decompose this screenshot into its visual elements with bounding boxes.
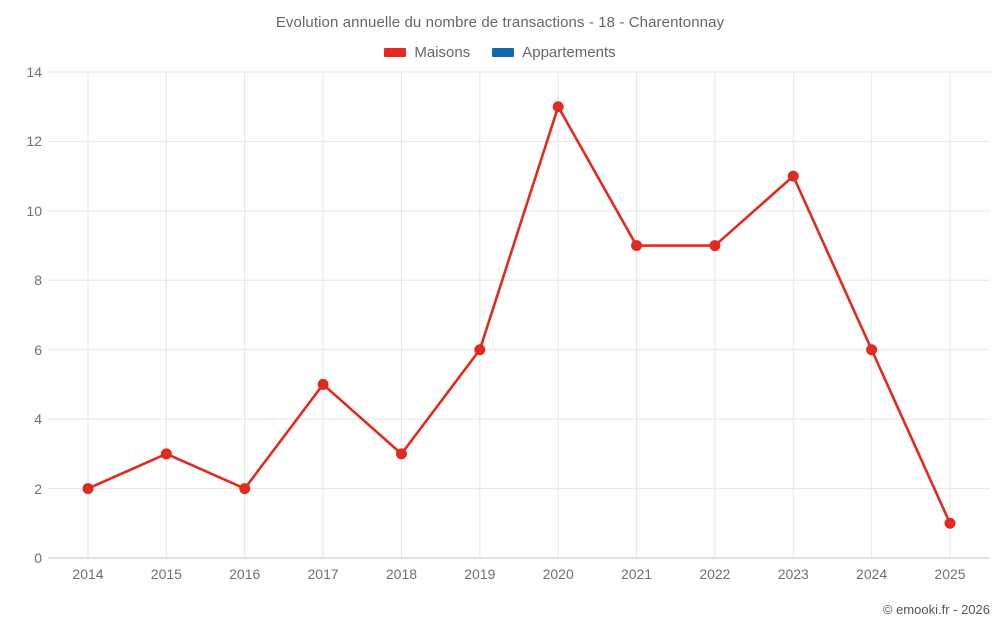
y-axis-tick-label: 4 [34, 411, 42, 428]
series-lines [86, 105, 952, 525]
legend-label-appartements: Appartements [522, 44, 616, 61]
y-axis-tick-label: 2 [34, 480, 42, 497]
x-axis-tick-label: 2024 [856, 566, 888, 582]
x-axis-tick-label: 2014 [72, 566, 104, 582]
data-point-maisons[interactable] [474, 344, 486, 356]
data-point-maisons[interactable] [395, 448, 407, 460]
x-axis-tick-label: 2016 [229, 566, 261, 582]
chart-title: Evolution annuelle du nombre de transact… [275, 14, 725, 31]
copyright-footer: © emooki.fr - 2026 [882, 602, 990, 617]
data-point-maisons[interactable] [631, 240, 643, 252]
x-axis-tick-label: 2019 [464, 566, 496, 582]
y-axis-tick-labels: 0 2 4 6 8 10 12 14 [0, 0, 42, 625]
x-axis-tick-label: 2015 [150, 566, 182, 582]
plot-area [48, 71, 990, 559]
data-point-maisons[interactable] [944, 517, 956, 529]
plot-svg [48, 71, 990, 559]
x-axis-tick-label: 2018 [385, 566, 418, 582]
x-axis-tick-label: 2020 [542, 566, 574, 582]
series-line-maisons [86, 105, 952, 525]
x-axis-tick-label: 2022 [699, 566, 731, 582]
legend-swatch-icon-appartements [492, 48, 515, 57]
y-axis-tick-label: 14 [26, 64, 42, 80]
data-point-maisons[interactable] [787, 170, 799, 182]
x-axis-tick-label: 2021 [620, 566, 653, 582]
x-axis-tick-label: 2017 [307, 566, 339, 582]
legend-item-maisons[interactable]: Maisons [384, 44, 470, 61]
y-axis-tick-label: 12 [26, 133, 42, 150]
x-axis-tick-label: 2023 [777, 566, 809, 582]
y-axis-tick-label: 6 [34, 341, 42, 358]
series-markers [82, 101, 956, 529]
legend-swatch-icon-maisons [384, 48, 407, 57]
data-point-maisons[interactable] [552, 101, 564, 113]
legend-label-maisons: Maisons [414, 44, 471, 61]
legend-item-appartements[interactable]: Appartements [492, 44, 616, 61]
x-axis-tick-label: 2025 [934, 566, 966, 582]
data-point-maisons[interactable] [317, 378, 329, 390]
chart-legend: Maisons Appartements [0, 44, 1000, 61]
data-point-maisons[interactable] [239, 483, 251, 495]
y-axis-tick-label: 0 [34, 550, 42, 566]
data-point-maisons[interactable] [82, 483, 94, 495]
data-point-maisons[interactable] [866, 344, 878, 356]
y-axis-tick-label: 10 [26, 202, 42, 219]
data-point-maisons[interactable] [160, 448, 172, 460]
y-axis-tick-label: 8 [34, 272, 42, 289]
data-point-maisons[interactable] [709, 240, 721, 252]
